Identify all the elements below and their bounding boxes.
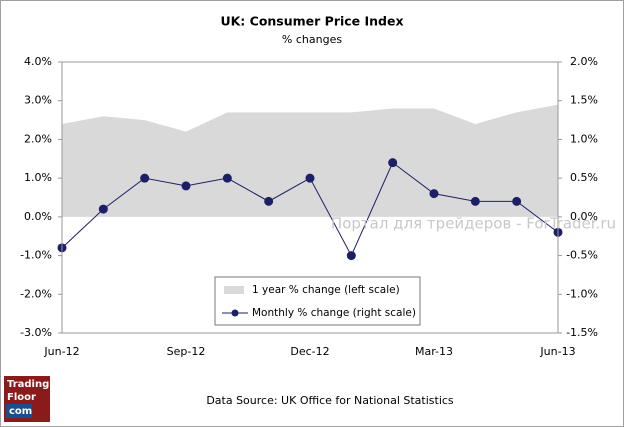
marker (264, 196, 274, 206)
y2-tick-label: 2.0% (570, 55, 598, 68)
x-tick-label: Sep-12 (167, 345, 206, 358)
y-tick-label: 3.0% (24, 94, 52, 107)
marker (98, 204, 108, 214)
chart-subtitle: % changes (282, 33, 342, 46)
marker (305, 173, 315, 183)
marker (181, 181, 191, 191)
y2-tick-label: 0.5% (570, 171, 598, 184)
legend-label: Monthly % change (right scale) (252, 307, 416, 319)
y2-tick-label: -1.0% (566, 287, 598, 300)
y-tick-label: 1.0% (24, 171, 52, 184)
marker (512, 196, 522, 206)
plot-frame (61, 61, 559, 334)
watermark: Портал для трейдеров - ForTrader.ru (331, 215, 616, 233)
logo-text: Trading (7, 379, 49, 390)
marker (429, 189, 439, 199)
legend-swatch (224, 286, 244, 294)
logo-text: com (9, 406, 32, 417)
marker (222, 173, 232, 183)
chart-title: UK: Consumer Price Index (220, 14, 403, 29)
y-tick-label: 4.0% (24, 55, 52, 68)
y-tick-label: 0.0% (24, 210, 52, 223)
y2-tick-label: 1.0% (570, 132, 598, 145)
legend-label: 1 year % change (left scale) (252, 284, 400, 296)
marker (346, 251, 356, 261)
y-tick-label: -1.0% (20, 249, 52, 262)
marker (388, 158, 398, 168)
x-tick-label: Jun-12 (43, 345, 79, 358)
y2-tick-label: -1.5% (566, 326, 598, 339)
marker (140, 173, 150, 183)
legend-swatch (231, 309, 239, 317)
y2-tick-label: 0.0% (570, 210, 598, 223)
y-tick-label: 2.0% (24, 132, 52, 145)
x-tick-label: Jun-13 (539, 345, 575, 358)
y-tick-label: -2.0% (20, 287, 52, 300)
legend-box (214, 276, 421, 326)
marker (470, 196, 480, 206)
source-note: Data Source: UK Office for National Stat… (206, 394, 454, 407)
y-tick-label: -3.0% (20, 326, 52, 339)
y2-tick-label: -0.5% (566, 249, 598, 262)
data-layer (57, 104, 563, 261)
x-tick-label: Dec-12 (290, 345, 329, 358)
legend: 1 year % change (left scale) Monthly % ch… (214, 276, 421, 326)
logo-text: Floor (7, 392, 36, 403)
y2-tick-label: 1.5% (570, 94, 598, 107)
logo-box (6, 404, 32, 418)
x-tick-label: Mar-13 (415, 345, 453, 358)
